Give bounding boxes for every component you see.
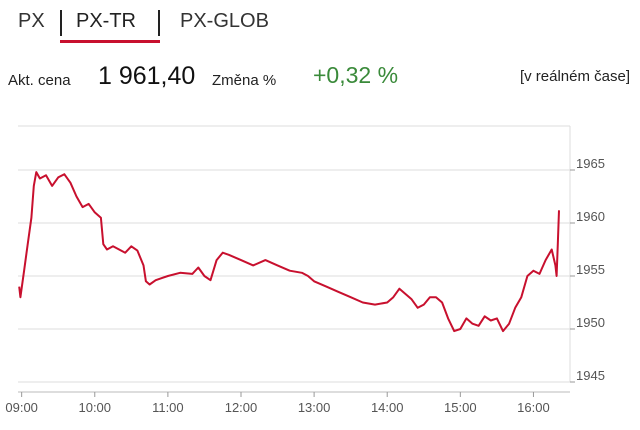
x-tick-label: 13:00 xyxy=(298,400,331,415)
x-tick-label: 15:00 xyxy=(444,400,477,415)
change-label: Změna % xyxy=(212,72,277,89)
tab-px-glob[interactable]: PX-GLOB xyxy=(180,10,269,32)
y-tick-label: 1965 xyxy=(576,156,605,171)
index-tabs: PX PX-TR PX-GLOB xyxy=(0,0,640,46)
intraday-line-chart: 1965 1960 1955 1950 1945 09:00 10:00 11:00 12:0… xyxy=(5,125,605,415)
chart-grid xyxy=(18,125,571,383)
tab-divider xyxy=(158,10,160,36)
quote-summary: Akt. cena 1 961,40 Změna % +0,32 % [v re… xyxy=(0,58,640,94)
realtime-link[interactable]: [v reálném čase] xyxy=(519,68,630,85)
price-value: 1 961,40 xyxy=(98,62,196,90)
y-axis-ticks: 1965 1960 1955 1950 1945 xyxy=(570,156,605,383)
chart-series xyxy=(18,171,560,333)
change-value: +0,32 % xyxy=(313,62,399,88)
x-tick-label: 11:00 xyxy=(152,400,184,415)
series-line xyxy=(18,171,560,333)
active-tab-indicator xyxy=(60,40,160,43)
tab-px-tr[interactable]: PX-TR xyxy=(76,10,136,32)
y-tick-label: 1955 xyxy=(576,262,605,277)
x-tick-label: 12:00 xyxy=(225,400,258,415)
y-tick-label: 1945 xyxy=(576,368,605,383)
y-tick-label: 1960 xyxy=(576,209,605,224)
x-tick-label: 10:00 xyxy=(78,400,111,415)
x-tick-label: 16:00 xyxy=(517,400,550,415)
x-tick-label: 14:00 xyxy=(371,400,404,415)
x-tick-label: 09:00 xyxy=(5,400,38,415)
x-axis-ticks: 09:00 10:00 11:00 12:00 13:00 14:00 15:00 16:00 xyxy=(5,391,570,415)
y-tick-label: 1950 xyxy=(576,315,605,330)
tab-divider xyxy=(60,10,62,36)
price-label: Akt. cena xyxy=(8,72,71,89)
tab-px[interactable]: PX xyxy=(18,10,45,32)
